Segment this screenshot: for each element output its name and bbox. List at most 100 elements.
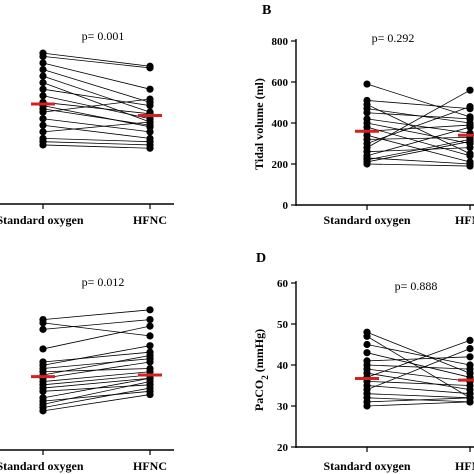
y-tick-label: 50 bbox=[277, 319, 289, 331]
panel-a-xcat-hfnc: HFNC bbox=[133, 213, 167, 227]
paired-line bbox=[366, 348, 471, 390]
paired-line bbox=[42, 351, 151, 363]
paired-line bbox=[42, 69, 151, 103]
y-tick-label: 600 bbox=[272, 77, 289, 89]
paired-line bbox=[42, 108, 151, 126]
paired-line bbox=[42, 374, 151, 386]
panel-d: D p= 0.888 PaCO2 (mmHg) Standard oxygen … bbox=[252, 251, 474, 473]
paired-line bbox=[42, 124, 151, 139]
panel-b-xcat-hfnc: HFNC bbox=[455, 213, 474, 227]
point-hfnc bbox=[146, 316, 154, 324]
panel-d-ylabel: PaCO2 (mmHg) bbox=[252, 329, 270, 411]
panel-b: B p= 0.292 Tidal volume (ml) Standard ox… bbox=[252, 3, 474, 227]
point-standard bbox=[39, 141, 47, 149]
paired-line bbox=[42, 345, 151, 366]
paired-line bbox=[42, 98, 151, 113]
paired-line bbox=[366, 364, 471, 370]
point-standard bbox=[39, 52, 47, 61]
panel-b-plot: 0 200 400 600 800 bbox=[272, 36, 474, 212]
point-hfnc bbox=[466, 144, 474, 152]
point-standard bbox=[363, 402, 371, 410]
panel-d-xcat-standard: Standard oxygen bbox=[323, 459, 410, 473]
point-hfnc bbox=[146, 384, 154, 392]
paired-line bbox=[42, 322, 151, 337]
point-hfnc bbox=[146, 128, 154, 136]
paired-line bbox=[42, 118, 151, 133]
panel-c-xcat-hfnc: HFNC bbox=[133, 459, 167, 473]
paired-line bbox=[366, 112, 471, 120]
y-tick-label: 400 bbox=[272, 118, 289, 130]
panel-a: p= 0.001 Standard oxygen HFNC bbox=[0, 29, 174, 227]
paired-line bbox=[366, 126, 471, 157]
point-standard bbox=[39, 115, 47, 123]
point-standard bbox=[39, 121, 47, 129]
paired-line bbox=[366, 118, 471, 134]
point-standard bbox=[39, 325, 47, 333]
paired-line bbox=[42, 371, 151, 382]
point-hfnc bbox=[146, 102, 154, 110]
paired-line bbox=[42, 52, 151, 67]
paired-line bbox=[42, 95, 151, 120]
point-standard bbox=[39, 79, 47, 87]
panel-d-plot: 20 30 40 50 60 bbox=[277, 278, 474, 454]
paired-line bbox=[42, 361, 151, 379]
point-hfnc bbox=[466, 115, 474, 123]
point-standard bbox=[39, 59, 47, 67]
point-hfnc bbox=[146, 95, 154, 103]
point-hfnc bbox=[466, 86, 474, 94]
y-tick-label: 60 bbox=[277, 278, 289, 290]
point-standard bbox=[39, 128, 47, 136]
point-hfnc bbox=[146, 332, 154, 340]
paired-line bbox=[42, 377, 151, 399]
paired-line bbox=[366, 372, 471, 390]
paired-line bbox=[366, 136, 471, 140]
point-hfnc bbox=[146, 306, 154, 314]
paired-line bbox=[366, 124, 471, 132]
paired-line bbox=[42, 105, 151, 128]
point-hfnc bbox=[146, 123, 154, 131]
panel-a-xcat-standard: Standard oxygen bbox=[0, 213, 84, 227]
paired-line bbox=[42, 394, 151, 412]
point-hfnc bbox=[146, 144, 154, 152]
paired-line bbox=[42, 56, 151, 69]
paired-line bbox=[42, 387, 151, 409]
paired-line bbox=[366, 393, 471, 399]
panel-d-ylabel-main: PaCO bbox=[252, 380, 266, 411]
point-hfnc bbox=[146, 351, 154, 360]
paired-line bbox=[42, 355, 151, 376]
panel-c-plot bbox=[0, 306, 174, 455]
panel-c-xcat-standard: Standard oxygen bbox=[0, 459, 84, 473]
paired-line bbox=[366, 139, 471, 161]
y-tick-label: 30 bbox=[277, 401, 289, 413]
point-standard bbox=[39, 72, 47, 80]
point-standard bbox=[363, 332, 371, 340]
paired-line bbox=[366, 163, 471, 167]
y-tick-label: 800 bbox=[272, 36, 289, 48]
paired-line bbox=[42, 319, 151, 330]
point-hfnc bbox=[146, 390, 154, 399]
point-standard bbox=[39, 92, 47, 100]
panel-c-pvalue: p= 0.012 bbox=[82, 275, 125, 289]
panel-a-plot bbox=[0, 49, 174, 209]
point-standard bbox=[39, 108, 47, 116]
paired-line bbox=[366, 331, 471, 374]
point-hfnc bbox=[146, 322, 154, 330]
point-hfnc bbox=[466, 353, 474, 361]
point-hfnc bbox=[146, 64, 154, 72]
paired-line bbox=[42, 138, 151, 143]
paired-line bbox=[366, 381, 471, 386]
paired-line bbox=[42, 141, 151, 146]
paired-line bbox=[366, 122, 471, 144]
point-standard bbox=[39, 85, 47, 93]
point-standard bbox=[363, 80, 371, 88]
point-hfnc bbox=[466, 152, 474, 160]
paired-line bbox=[42, 144, 151, 149]
point-standard bbox=[39, 65, 47, 74]
panel-b-label: B bbox=[262, 3, 271, 18]
paired-line bbox=[366, 106, 471, 144]
point-standard bbox=[363, 340, 371, 349]
paired-line bbox=[42, 88, 151, 106]
panel-b-ylabel: Tidal volume (ml) bbox=[252, 78, 266, 170]
point-hfnc bbox=[146, 342, 154, 350]
